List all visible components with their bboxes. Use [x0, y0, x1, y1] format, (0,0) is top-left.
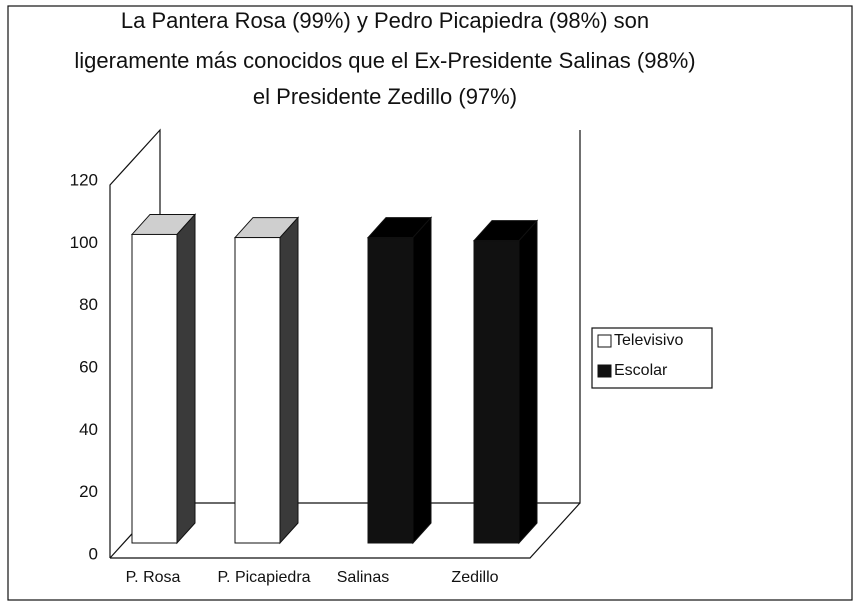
floor-lines: [110, 502, 581, 559]
chart-title: el Presidente Zedillo (97%): [253, 84, 517, 109]
chart-title: La Pantera Rosa (99%) y Pedro Picapiedra…: [121, 8, 649, 33]
bar-side: [176, 213, 196, 545]
y-tick-label: 0: [89, 544, 98, 563]
legend-swatch: [597, 334, 612, 348]
bar-side: [412, 216, 432, 545]
legend-label: Escolar: [614, 362, 668, 379]
bar: [234, 237, 281, 544]
chart-title: ligeramente más conocidos que el Ex-Pres…: [74, 48, 695, 73]
y-tick-label: 20: [79, 482, 98, 501]
y-tick-label: 120: [70, 170, 98, 189]
y-tick-label: 40: [79, 420, 98, 439]
y-tick-label: 100: [70, 233, 98, 252]
x-tick-label: P. Picapiedra: [217, 569, 310, 586]
bar: [131, 233, 178, 544]
legend-box: [591, 327, 713, 389]
legend-swatch: [597, 364, 612, 378]
y-tick-label: 80: [79, 295, 98, 314]
legend-label: Televisivo: [614, 332, 683, 349]
bar: [473, 240, 520, 544]
x-tick-label: Salinas: [337, 569, 389, 586]
x-tick-label: Zedillo: [451, 569, 498, 586]
bar-side: [279, 216, 299, 545]
bar-side: [518, 219, 538, 545]
bar: [367, 237, 414, 544]
x-tick-label: P. Rosa: [126, 569, 181, 586]
y-tick-label: 60: [79, 357, 98, 376]
chart-border: [7, 5, 853, 601]
